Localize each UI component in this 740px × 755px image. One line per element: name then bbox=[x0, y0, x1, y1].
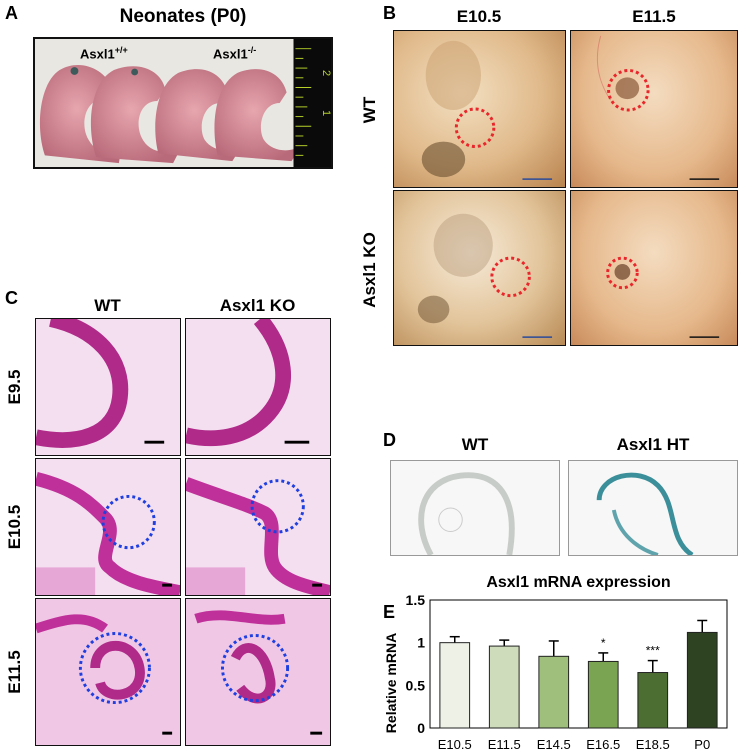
histology-ko-e10-5 bbox=[185, 458, 331, 596]
embryo-image-wt-e10-5 bbox=[393, 30, 566, 188]
y-tick-label: 1.5 bbox=[406, 592, 426, 608]
histology-wt-e10-5 bbox=[35, 458, 181, 596]
genotype-label-wt: Asxl1+/+ bbox=[80, 45, 128, 61]
bar bbox=[587, 660, 619, 729]
x-tick-label: E14.5 bbox=[537, 737, 571, 752]
column-header: E10.5 bbox=[456, 7, 502, 26]
genotype-text: Asxl1 bbox=[213, 46, 248, 62]
genotype-superscript: +/+ bbox=[114, 45, 128, 55]
y-tick-label: 0 bbox=[417, 720, 425, 736]
genotype-superscript: -/- bbox=[247, 45, 257, 55]
row-header: E9.5 bbox=[5, 369, 24, 405]
y-tick-label: 0.5 bbox=[406, 677, 426, 693]
column-header: Asxl1 HT bbox=[616, 435, 690, 454]
panel-label-a: A bbox=[5, 3, 18, 23]
column-header: WT bbox=[94, 296, 121, 315]
histology-ko-e11-5 bbox=[185, 598, 331, 746]
embryo-image-ko-e11-5 bbox=[570, 190, 738, 346]
xgal-image-ht bbox=[568, 460, 738, 556]
neonates-photo: 2 1 Asxl1+/+ Asxl1-/- bbox=[33, 37, 333, 169]
xgal-image-wt bbox=[390, 460, 560, 556]
plot-frame bbox=[429, 599, 728, 729]
embryo-image-ko-e10-5 bbox=[393, 190, 566, 346]
histology-wt-e9-5 bbox=[35, 318, 181, 456]
x-tick-label: E18.5 bbox=[636, 737, 670, 752]
row-header: E10.5 bbox=[5, 504, 24, 550]
ruler-mark: 1 bbox=[320, 109, 333, 117]
panel-label-d: D bbox=[383, 430, 396, 450]
x-tick-label: E11.5 bbox=[488, 737, 521, 752]
row-header: WT bbox=[360, 96, 379, 124]
genotype-label-ko: Asxl1-/- bbox=[213, 45, 256, 61]
embryo-image-wt-e11-5 bbox=[570, 30, 738, 188]
bar bbox=[488, 645, 520, 729]
y-tick-label: 1 bbox=[417, 635, 425, 651]
column-header: Asxl1 KO bbox=[219, 296, 296, 315]
bar bbox=[538, 655, 570, 729]
ruler-mark: 2 bbox=[320, 69, 333, 77]
bar bbox=[439, 642, 471, 729]
row-header: Asxl1 KO bbox=[360, 232, 379, 308]
panel-a-title: Neonates (P0) bbox=[119, 6, 247, 27]
histology-wt-e11-5 bbox=[35, 598, 181, 746]
bar bbox=[637, 672, 669, 729]
column-header: E11.5 bbox=[632, 7, 676, 26]
significance-marker: *** bbox=[646, 644, 660, 658]
bar bbox=[686, 631, 718, 729]
panel-label-e: E bbox=[383, 602, 396, 622]
x-tick-label: E16.5 bbox=[586, 737, 620, 752]
significance-marker: * bbox=[601, 636, 606, 650]
genotype-text: Asxl1 bbox=[80, 46, 115, 62]
chart-title: Asxl1 mRNA expression bbox=[486, 574, 671, 591]
column-header: WT bbox=[461, 435, 489, 454]
x-tick-label: E10.5 bbox=[438, 737, 472, 752]
row-header: E11.5 bbox=[5, 650, 24, 694]
histology-ko-e9-5 bbox=[185, 318, 331, 456]
panel-label-b: B bbox=[383, 3, 396, 23]
x-tick-label: P0 bbox=[694, 737, 710, 752]
panel-label-c: C bbox=[5, 288, 18, 308]
bar-chart: 0 0.5 1 1.5 E10.5 E11.5 E14.5 * E16.5 *** E18.5 P0 bbox=[406, 592, 728, 752]
